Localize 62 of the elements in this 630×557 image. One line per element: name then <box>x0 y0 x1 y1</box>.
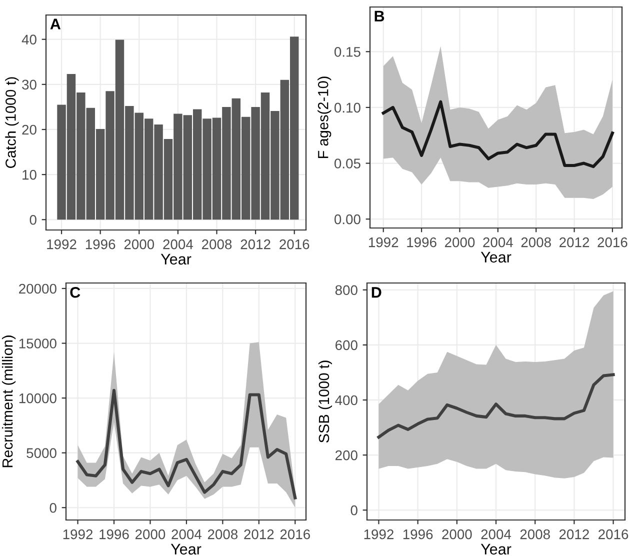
y-tick-label: 10 <box>22 170 36 180</box>
y-axis-title: Catch (1000 t) <box>5 77 19 168</box>
x-tick-label: 2004 <box>172 529 202 540</box>
x-tick-label: 1992 <box>63 529 93 540</box>
y-tick-label: 400 <box>335 395 358 406</box>
x-tick-label: 2016 <box>598 237 628 248</box>
y-tick-label: 0.10 <box>334 102 360 113</box>
y-tick-label: 800 <box>335 285 358 296</box>
x-axis-title: Year <box>160 254 192 265</box>
x-tick-label: 2012 <box>240 239 270 250</box>
y-tick-label: 15000 <box>19 338 56 348</box>
y-tick-label: 10000 <box>19 393 56 404</box>
x-tick-label: 2008 <box>208 529 238 540</box>
y-tick-label: 20000 <box>19 284 56 294</box>
annotation: C <box>70 286 80 298</box>
x-tick-label: 2000 <box>135 529 166 540</box>
x-axis-title: Year <box>170 544 202 555</box>
x-tick-label: 2012 <box>244 529 274 540</box>
annotation: A <box>50 18 61 30</box>
y-axis-title: F ages(2-10) <box>318 76 332 158</box>
line-series <box>382 100 614 168</box>
x-tick-label: 1996 <box>86 239 116 250</box>
x-axis-title: Year <box>480 252 512 263</box>
x-tick-label: 1992 <box>47 239 76 250</box>
y-tick-label: 20 <box>22 124 36 135</box>
y-tick-label: 30 <box>22 80 36 90</box>
annotation: B <box>374 10 384 22</box>
x-tick-label: 2000 <box>442 529 472 540</box>
line-series <box>76 388 297 500</box>
x-tick-label: 2004 <box>481 529 512 540</box>
x-tick-label: 1996 <box>403 529 433 540</box>
x-tick-label: 2004 <box>483 237 513 248</box>
x-tick-label: 2000 <box>124 239 154 250</box>
x-tick-label: 2008 <box>520 529 550 540</box>
y-tick-label: 0.05 <box>334 158 360 168</box>
x-tick-label: 2012 <box>559 529 589 540</box>
x-tick-label: 1996 <box>407 237 436 248</box>
x-tick-label: 1996 <box>100 529 129 540</box>
line-series <box>377 373 615 439</box>
x-tick-label: 2000 <box>444 237 475 248</box>
y-tick-label: 600 <box>336 340 358 350</box>
x-tick-label: 2016 <box>280 529 310 540</box>
x-tick-label: 2012 <box>560 237 590 248</box>
y-tick-label: 0 <box>30 214 36 225</box>
x-tick-label: 2016 <box>598 529 628 540</box>
x-tick-label: 2016 <box>280 239 310 250</box>
annotation: D <box>372 287 382 298</box>
y-axis-title: Recruitment (million) <box>2 336 16 468</box>
y-tick-label: 0 <box>350 505 358 516</box>
x-tick-label: 2008 <box>521 237 551 248</box>
x-tick-label: 2004 <box>163 239 193 250</box>
x-tick-label: 1992 <box>364 529 394 540</box>
y-tick-label: 40 <box>22 34 36 45</box>
x-tick-label: 2008 <box>202 239 232 250</box>
y-tick-label: 0 <box>50 502 56 513</box>
y-tick-label: 0.15 <box>334 46 360 57</box>
y-tick-label: 5000 <box>26 448 56 458</box>
x-axis-title: Year <box>480 544 512 555</box>
y-tick-label: 0.00 <box>334 214 360 224</box>
x-tick-label: 1992 <box>368 237 398 248</box>
y-tick-label: 200 <box>336 450 358 460</box>
y-axis-title: SSB (1000 t) <box>318 360 332 443</box>
